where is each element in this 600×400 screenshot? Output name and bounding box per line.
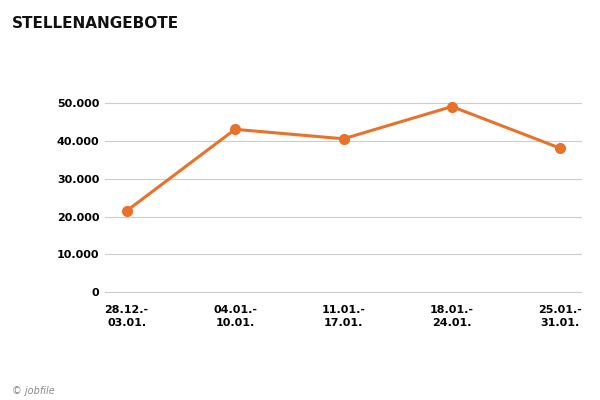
Text: STELLENANGEBOTE: STELLENANGEBOTE <box>12 16 179 31</box>
Text: © jobfile: © jobfile <box>12 386 55 396</box>
